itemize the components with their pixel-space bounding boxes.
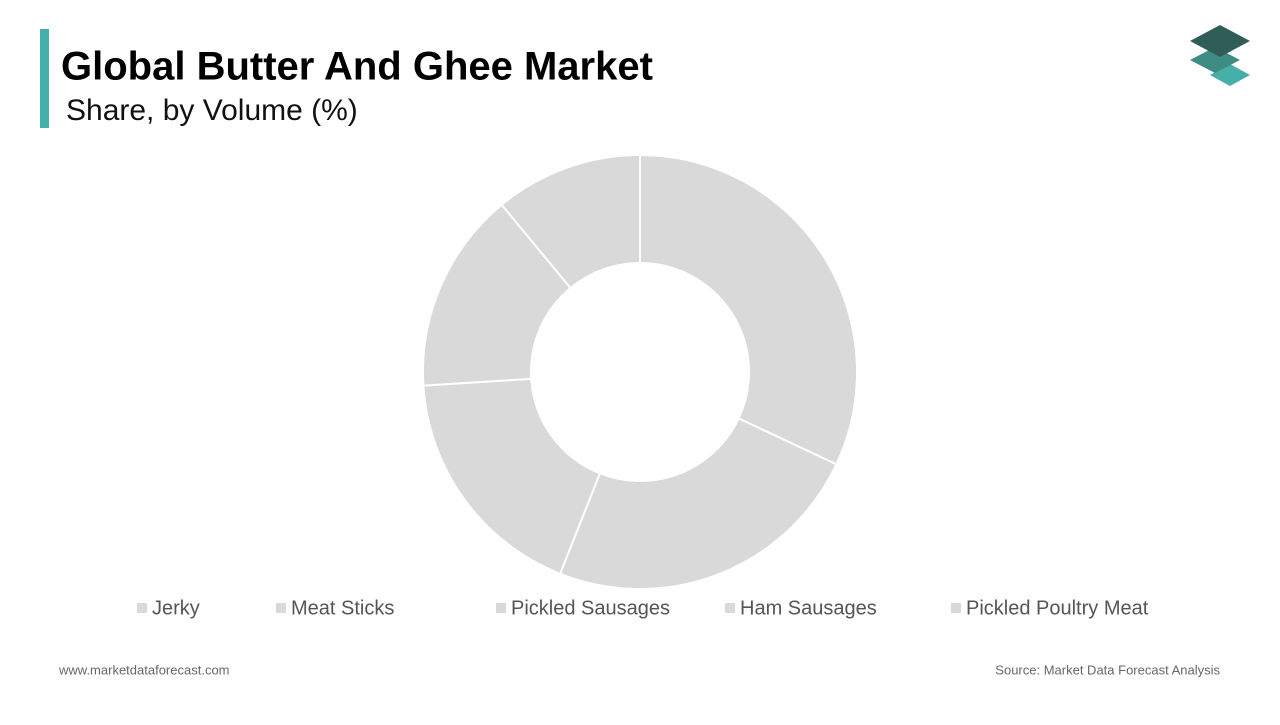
legend-swatch: [725, 603, 735, 613]
legend-swatch: [951, 603, 961, 613]
slice: [500, 153, 641, 290]
legend-swatch: [276, 603, 286, 613]
legend-swatch: [496, 603, 506, 613]
chart-title: Global Butter And Ghee Market: [61, 45, 653, 89]
website: www.marketdataforecast.com: [58, 662, 230, 677]
slice: [558, 417, 838, 590]
legend-label: Pickled Poultry Meat: [966, 597, 1149, 619]
logo: [1190, 25, 1250, 86]
slice: [422, 203, 572, 387]
legend-swatch: [137, 603, 147, 613]
slice: [639, 153, 858, 466]
legend-label: Pickled Sausages: [511, 597, 670, 619]
slice: [422, 377, 602, 576]
legend-label: Jerky: [152, 597, 200, 619]
legend-label: Meat Sticks: [291, 597, 394, 619]
title-accent: [40, 29, 49, 128]
source: Source: Market Data Forecast Analysis: [995, 662, 1220, 677]
chart-subtitle: Share, by Volume (%): [66, 94, 358, 127]
legend-label: Ham Sausages: [740, 597, 877, 619]
